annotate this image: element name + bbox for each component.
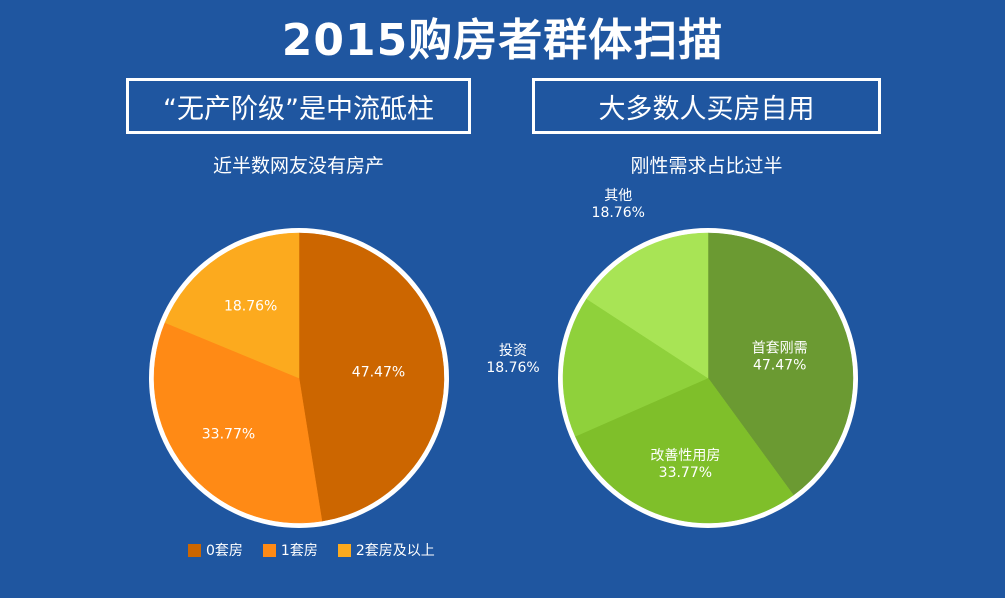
page-title: 2015购房者群体扫描: [281, 15, 724, 66]
pie-slice: [298, 232, 445, 522]
legend-swatch: [262, 543, 276, 557]
legend-swatch: [337, 543, 351, 557]
legend-swatch: [188, 543, 201, 557]
pie-label: 改善性用房 33.77%: [650, 448, 720, 481]
left-subtitle: 近半数网友没有房产: [212, 155, 384, 177]
right-subtitle: 刚性需求占比过半: [630, 155, 783, 177]
pie-slice: [574, 377, 794, 524]
pie-label: 首套刚需 47.47%: [752, 341, 808, 374]
legend-item: 0套房: [188, 540, 243, 560]
pie-slice: [153, 322, 323, 524]
pie-slice: [562, 298, 709, 437]
legend-label: 2套房及以上: [355, 543, 435, 559]
legend-item: 1套房: [262, 540, 318, 560]
left-banner: “无产阶级”是中流砥柱: [126, 78, 471, 134]
pie-slice: [586, 232, 709, 379]
legend-item: 2套房及以上: [337, 540, 435, 560]
pie-label: 投资 18.76%: [486, 343, 539, 376]
pie-slice: [707, 232, 854, 496]
pie-slice: [164, 232, 300, 379]
right-banner: 大多数人买房自用: [532, 78, 881, 134]
pie-label: 其他 18.76%: [592, 188, 645, 221]
pie-label: 47.47%: [352, 365, 405, 381]
left-legend: 0套房 1套房 2套房及以上: [188, 540, 435, 560]
legend-label: 1套房: [280, 543, 318, 559]
legend-label: 0套房: [206, 543, 243, 559]
pie-label: 33.77%: [202, 427, 255, 443]
pie-label: 18.76%: [224, 299, 277, 315]
